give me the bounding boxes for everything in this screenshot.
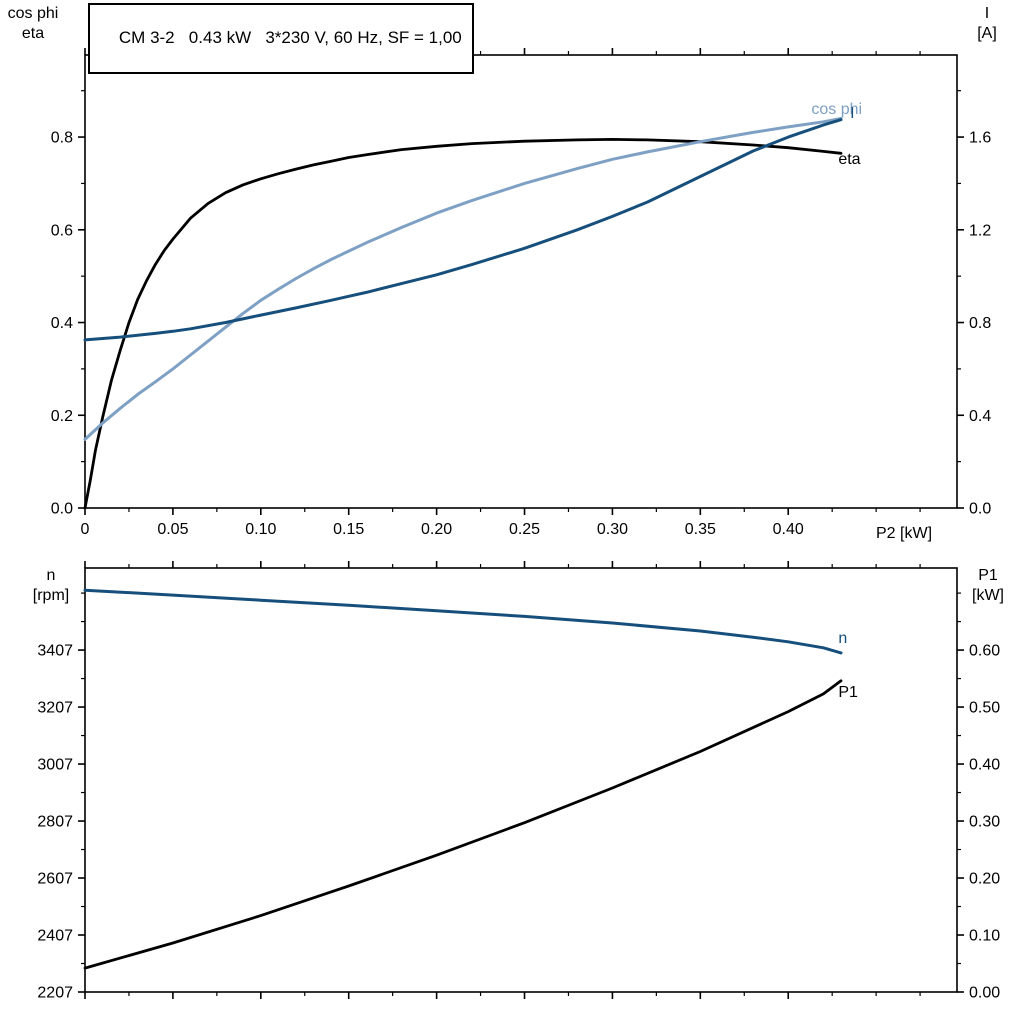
motor-top-x-tick-label: 0.20 <box>421 521 452 538</box>
motor-top-x-tick-label: 0.30 <box>597 521 628 538</box>
motor-top-left-tick-label: 0.8 <box>51 130 73 147</box>
motor-bottom-left-tick-label: 3207 <box>37 700 73 717</box>
motor-top-x-tick-label: 0 <box>81 521 90 538</box>
motor-top-right-tick-label: 1.6 <box>969 130 991 147</box>
motor-bottom-right-tick-label: 0.00 <box>969 985 1000 1002</box>
motor-top-x-tick-label: 0.40 <box>773 521 804 538</box>
motor-bottom-right-tick-label: 0.30 <box>969 814 1000 831</box>
top-chart-left-axis-title: cos phi eta <box>2 4 64 44</box>
motor-top-x-tick-label: 0.15 <box>333 521 364 538</box>
motor-bottom-right-tick-label: 0.40 <box>969 757 1000 774</box>
motor-top-x-tick-label: 0.25 <box>509 521 540 538</box>
series-cos-phi-label: cos phi <box>811 101 862 118</box>
right-axis-title-line-A: [A] <box>977 25 997 42</box>
motor-top-left-tick-label: 0.0 <box>51 501 73 518</box>
motor-bottom-frame <box>84 567 958 993</box>
series-I-label: I <box>850 105 854 122</box>
left-axis-title-line-eta: eta <box>21 25 45 42</box>
left-axis-title-line-n: n <box>46 567 56 584</box>
series-n-label: n <box>838 630 847 647</box>
chart-title: CM 3-2 0.43 kW 3*230 V, 60 Hz, SF = 1,00 <box>118 28 462 47</box>
motor-top-right-tick-label: 0.4 <box>969 408 991 425</box>
motor-top-right-tick-label: 1.2 <box>969 222 991 239</box>
left-axis-title-line-cosphi: cos phi <box>7 5 59 22</box>
series-n-curve <box>83 588 843 655</box>
bottom-chart-left-axis-title: n [rpm] <box>18 566 84 606</box>
motor-top-left-tick-label: 0.2 <box>51 408 73 425</box>
motor-bottom-left-tick-label: 2407 <box>37 928 73 945</box>
series-eta-label: eta <box>838 151 860 168</box>
motor-bottom-left-tick-label: 2807 <box>37 814 73 831</box>
right-axis-title-line-P1: P1 <box>978 567 998 584</box>
motor-top-right-tick-label: 0.0 <box>969 501 991 518</box>
left-axis-title-line-rpm: [rpm] <box>32 587 70 604</box>
motor-top-x-tick-label: 0.05 <box>157 521 188 538</box>
chart-title-box: CM 3-2 0.43 kW 3*230 V, 60 Hz, SF = 1,00 <box>88 3 474 74</box>
motor-top-x-tick-label: 0.10 <box>245 521 276 538</box>
series-P1-curve <box>83 679 843 970</box>
motor-bottom-right-tick-label: 0.20 <box>969 871 1000 888</box>
right-axis-title-line-I: I <box>984 5 990 22</box>
series-cos-phi-curve <box>83 117 843 441</box>
motor-bottom-right-tick-label: 0.50 <box>969 700 1000 717</box>
motor-top-frame <box>84 54 958 509</box>
motor-top-right-tick-label: 0.8 <box>969 315 991 332</box>
motor-bottom-right-tick-label: 0.10 <box>969 928 1000 945</box>
series-P1-label: P1 <box>838 684 858 701</box>
motor-bottom-right-tick-label: 0.60 <box>969 643 1000 660</box>
motor-bottom-left-tick-label: 2607 <box>37 871 73 888</box>
motor-bottom-left-tick-label: 3407 <box>37 643 73 660</box>
top-chart-right-axis-title: I [A] <box>962 4 1012 44</box>
right-axis-title-line-kW: [kW] <box>972 587 1004 604</box>
motor-bottom-left-tick-label: 3007 <box>37 757 73 774</box>
series-I-curve <box>83 118 843 342</box>
motor-top-left-tick-label: 0.6 <box>51 222 73 239</box>
motor-top-x-tick-label: 0.35 <box>685 521 716 538</box>
x-axis-title: P2 [kW] <box>876 525 933 542</box>
bottom-chart-right-axis-title: P1 [kW] <box>960 566 1016 606</box>
motor-top-left-tick-label: 0.4 <box>51 315 73 332</box>
series-eta-curve <box>83 138 843 510</box>
motor-bottom-left-tick-label: 2207 <box>37 985 73 1002</box>
